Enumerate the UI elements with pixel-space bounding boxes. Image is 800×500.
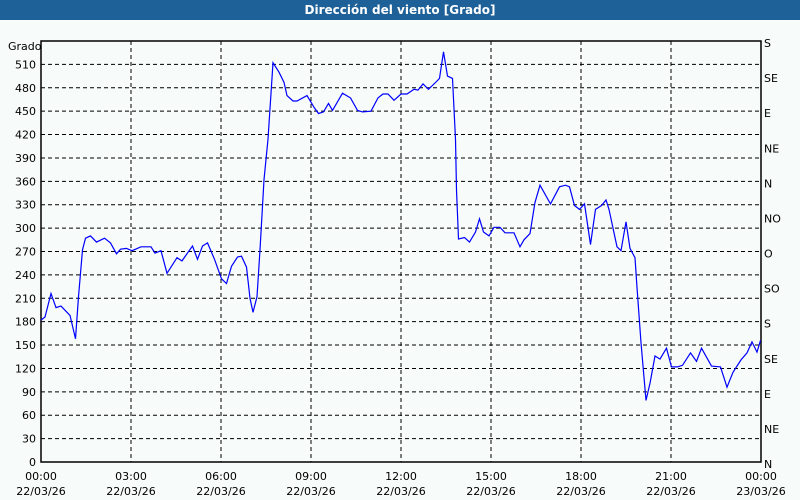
x-tick-time: 00:00: [745, 470, 777, 483]
x-tick-time: 09:00: [295, 470, 327, 483]
y-tick-label: 300: [15, 222, 36, 235]
right-axis-label: N: [764, 177, 772, 190]
right-axis-label: NE: [764, 142, 779, 155]
right-axis-label: NE: [764, 423, 779, 436]
y-tick-label: 120: [15, 362, 36, 375]
right-axis-label: S: [764, 37, 771, 50]
y-tick-label: 480: [15, 82, 36, 95]
y-tick-label: 420: [15, 129, 36, 142]
y-tick-label: 270: [15, 246, 36, 259]
right-axis-label: N: [764, 458, 772, 471]
x-tick-date: 22/03/26: [376, 485, 425, 498]
x-tick-time: 06:00: [205, 470, 237, 483]
right-axis-label: SE: [764, 72, 778, 85]
y-tick-label: 210: [15, 292, 36, 305]
right-axis-label: E: [764, 107, 771, 120]
x-tick-time: 15:00: [475, 470, 507, 483]
right-axis-label: E: [764, 388, 771, 401]
y-tick-label: 450: [15, 105, 36, 118]
x-tick-date: 23/03/26: [736, 485, 785, 498]
plot-frame: [40, 40, 762, 463]
x-tick-date: 22/03/26: [286, 485, 335, 498]
y-tick-label: 390: [15, 152, 36, 165]
y-tick-label: 180: [15, 316, 36, 329]
y-tick-label: 240: [15, 269, 36, 282]
x-tick-date: 22/03/26: [16, 485, 65, 498]
x-tick-date: 22/03/26: [106, 485, 155, 498]
right-axis-label: SO: [764, 283, 780, 296]
y-axis-label: Grado: [8, 40, 42, 53]
x-tick-time: 21:00: [655, 470, 687, 483]
x-tick-time: 18:00: [565, 470, 597, 483]
x-tick-time: 03:00: [115, 470, 147, 483]
y-tick-label: 510: [15, 58, 36, 71]
y-tick-label: 150: [15, 339, 36, 352]
right-axis-label: NO: [764, 212, 781, 225]
right-axis-label: SE: [764, 353, 778, 366]
y-tick-label: 30: [22, 433, 36, 446]
x-tick-date: 22/03/26: [466, 485, 515, 498]
right-axis-label: S: [764, 318, 771, 331]
x-tick-time: 00:00: [25, 470, 57, 483]
y-tick-label: 90: [22, 386, 36, 399]
y-tick-label: 60: [22, 409, 36, 422]
x-tick-date: 22/03/26: [646, 485, 695, 498]
x-tick-date: 22/03/26: [196, 485, 245, 498]
y-tick-label: 360: [15, 175, 36, 188]
x-tick-time: 12:00: [385, 470, 417, 483]
x-tick-date: 22/03/26: [556, 485, 605, 498]
y-tick-label: 0: [29, 456, 36, 469]
y-tick-label: 330: [15, 199, 36, 212]
right-axis-label: O: [764, 248, 773, 261]
chart-title: Dirección del viento [Grado]: [0, 0, 800, 20]
